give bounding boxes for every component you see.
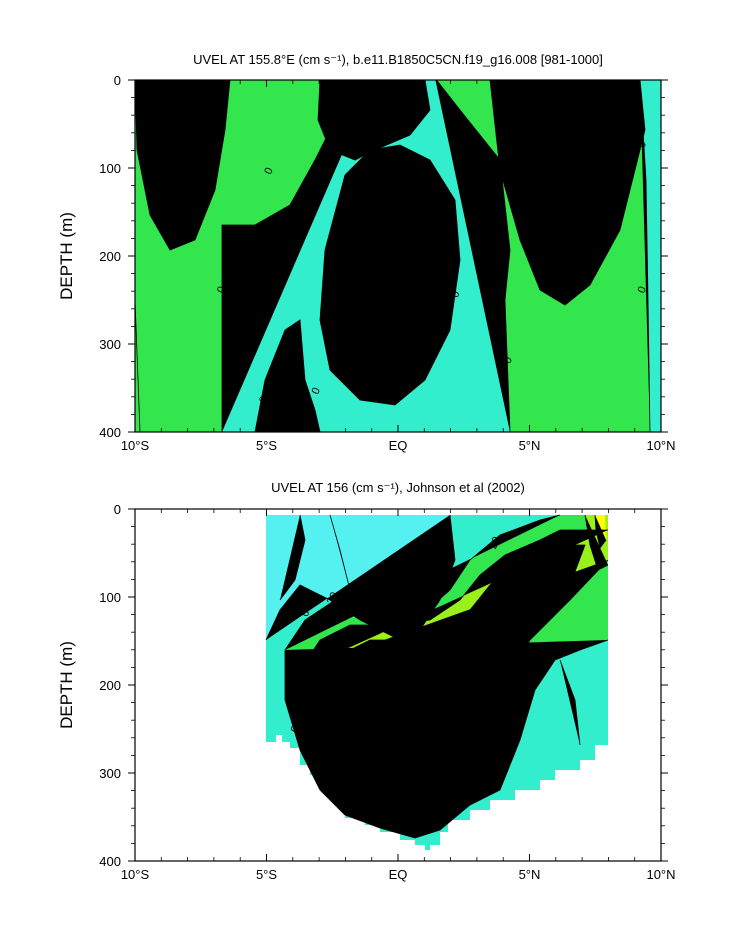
bottom-x-tick-label: EQ (389, 867, 408, 882)
bottom-x-tick-label: 10°N (646, 867, 675, 882)
bottom-y-tick-label: 100 (99, 590, 121, 605)
top-contour-label: 0 (449, 289, 462, 300)
bottom-contour-label: 40 (398, 684, 414, 700)
top-x-tick-label: 5°S (256, 438, 277, 453)
top-contour-line (135, 299, 141, 432)
bottom-contour-field (265, 514, 609, 850)
top-contour-label: 0 (636, 139, 649, 150)
top-contour-line (519, 80, 606, 216)
bottom-x-tick-label: 5°S (256, 867, 277, 882)
top-y-tick-label: 0 (114, 73, 121, 88)
bottom-y-tick-label: 0 (114, 502, 121, 517)
top-contour-label: 0 (262, 166, 275, 177)
top-contour-label: 0 (407, 151, 420, 162)
bottom-contour-line (369, 664, 423, 726)
bottom-contour-line (499, 649, 521, 741)
top-contour-label: 0 (173, 117, 186, 128)
top-contour-line (154, 80, 221, 186)
bottom-y-tick-label: 200 (99, 678, 121, 693)
top-y-tick-label: 100 (99, 161, 121, 176)
bottom-contour-line (584, 514, 609, 571)
bottom-contour-label: 20 (337, 667, 353, 683)
top-panel: UVEL AT 155.8°E (cm s⁻¹), b.e11.B1850C5C… (57, 52, 676, 453)
top-y-tick-label: 300 (99, 337, 121, 352)
top-fill-east-edge (640, 80, 661, 432)
bottom-x-tick-label: 5°N (519, 867, 541, 882)
bottom-x-tick-label: 10°S (121, 867, 150, 882)
top-y-tick-label: 200 (99, 249, 121, 264)
bottom-contour-line (391, 554, 429, 606)
top-contour-label: 20 (416, 264, 432, 280)
top-contour-label: 40 (395, 277, 411, 293)
bottom-contour-label: 20 (529, 539, 545, 555)
bottom-contour-label: 0 (289, 724, 302, 735)
top-x-tick-label: 5°N (519, 438, 541, 453)
top-contour-line (639, 80, 651, 432)
bottom-contour-line (594, 514, 607, 549)
top-contour-label: 0 (257, 395, 270, 406)
bottom-y-tick-label: 400 (99, 854, 121, 869)
top-contour-line (381, 229, 409, 299)
top-contour-label: 0 (636, 285, 649, 296)
top-contour-label: 0 (502, 355, 515, 366)
bottom-panel: UVEL AT 156 (cm s⁻¹), Johnson et al (200… (57, 480, 676, 882)
top-x-tick-label: 10°S (121, 438, 150, 453)
bottom-contour-line (329, 514, 351, 591)
top-contour-field (135, 80, 661, 432)
top-contour-label: 0 (331, 249, 344, 260)
top-y-tick-label: 400 (99, 425, 121, 440)
top-contour-label: 20 (537, 203, 553, 219)
top-contour-line (435, 80, 511, 432)
bottom-panel-title: UVEL AT 156 (cm s⁻¹), Johnson et al (200… (271, 480, 525, 495)
bottom-contour-line (559, 659, 581, 746)
top-contour-label: 0 (215, 285, 228, 296)
bottom-contour-label: 20 (440, 645, 456, 661)
top-x-tick-label: 10°N (646, 438, 675, 453)
top-contour-line (254, 319, 321, 432)
bottom-contour-label: 20 (403, 724, 419, 740)
bottom-y-tick-label: 300 (99, 766, 121, 781)
top-panel-title: UVEL AT 155.8°E (cm s⁻¹), b.e11.B1850C5C… (193, 52, 603, 67)
bottom-contour-line (279, 514, 306, 601)
top-contour-label: 0 (475, 214, 488, 225)
bottom-contour-label: 0 (299, 608, 312, 619)
top-contour-lines (135, 80, 651, 432)
bottom-contour-lines (265, 514, 609, 839)
bottom-contour-label: 0 (523, 661, 536, 672)
top-y-axis-label: DEPTH (m) (57, 212, 76, 300)
bottom-y-axis-label: DEPTH (m) (57, 641, 76, 729)
top-contour-label: 20 (190, 163, 206, 179)
bottom-contour-label: 20 (482, 667, 498, 683)
top-contour-label: 0 (310, 386, 323, 397)
top-contour-label: 20 (350, 321, 366, 337)
top-x-tick-label: EQ (389, 438, 408, 453)
bottom-contour-label: 0 (410, 621, 423, 632)
bottom-contour-line (464, 699, 471, 776)
bottom-contour-label: 20 (487, 535, 503, 551)
